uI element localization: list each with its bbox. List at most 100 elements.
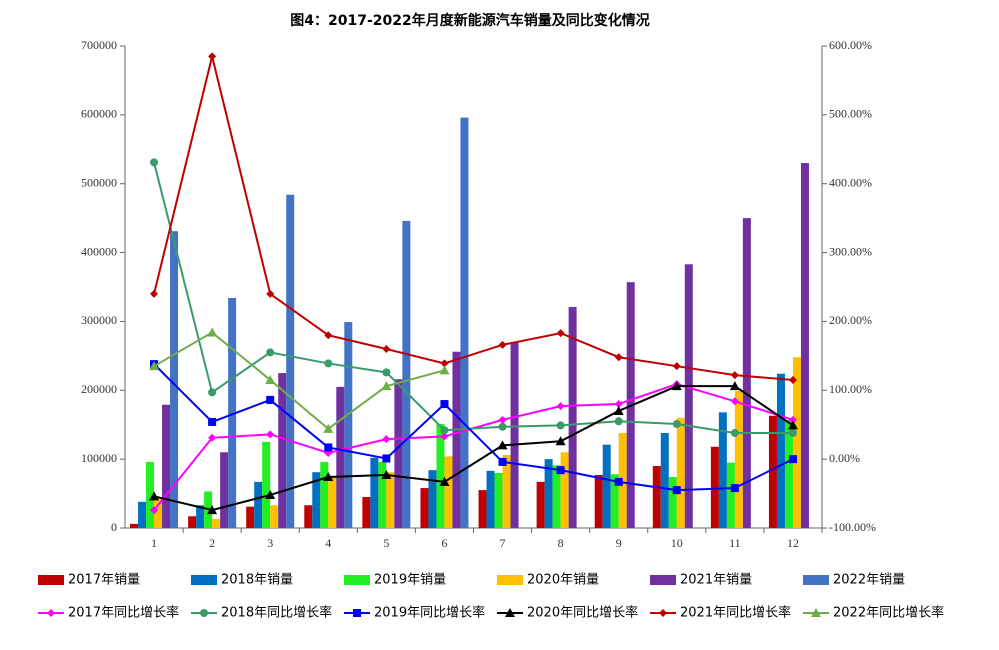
- y2-tick-label: 100.00%: [829, 382, 872, 396]
- line-marker: [730, 484, 739, 493]
- line-marker: [150, 289, 159, 298]
- y-tick-label: 500000: [81, 175, 117, 189]
- x-tick-label: 9: [616, 536, 622, 550]
- y2-tick-label: 300.00%: [829, 244, 872, 258]
- x-tick-label: 10: [671, 536, 683, 550]
- line-marker: [671, 381, 682, 391]
- bar: [386, 472, 395, 528]
- line-marker: [556, 466, 565, 475]
- bar: [478, 490, 487, 528]
- bar: [544, 459, 553, 528]
- line-marker: [266, 289, 275, 298]
- bar: [320, 461, 329, 528]
- bar: [460, 117, 469, 529]
- line-marker: [440, 359, 449, 368]
- bar: [328, 477, 337, 528]
- line-marker: [439, 365, 450, 375]
- line-marker: [381, 381, 392, 391]
- line-marker: [556, 421, 565, 430]
- bar: [602, 444, 611, 528]
- line-marker: [729, 381, 740, 391]
- line-marker: [788, 455, 797, 464]
- y-tick-label: 0: [111, 520, 117, 534]
- bar: [652, 466, 661, 528]
- legend-label: 2021年销量: [680, 573, 752, 588]
- line-marker: [150, 158, 159, 167]
- bar: [784, 419, 793, 528]
- line-marker: [440, 426, 449, 435]
- line-marker: [439, 476, 450, 486]
- y-tick-label: 400000: [81, 244, 117, 258]
- line-marker: [787, 420, 798, 430]
- line-marker: [613, 405, 624, 415]
- legend-marker: [47, 609, 55, 617]
- line-marker: [614, 417, 623, 426]
- line: [153, 162, 793, 434]
- bar: [776, 373, 785, 528]
- line-marker: [672, 362, 681, 371]
- bar: [336, 386, 345, 528]
- bar: [420, 488, 429, 528]
- bar: [212, 519, 221, 528]
- line-marker: [730, 428, 739, 437]
- bar: [286, 194, 295, 528]
- line-marker: [208, 52, 217, 61]
- bar: [494, 472, 503, 528]
- x-tick-label: 7: [500, 536, 506, 550]
- bar: [362, 497, 371, 528]
- line-marker: [324, 359, 333, 368]
- line-marker: [614, 477, 623, 486]
- legend-swatch: [803, 575, 829, 585]
- legend-label: 2018年同比增长率: [221, 605, 332, 621]
- y-tick-label: 300000: [81, 313, 117, 327]
- line-marker: [265, 489, 276, 499]
- line-marker: [382, 368, 391, 377]
- bar: [262, 441, 271, 528]
- bar: [196, 505, 205, 528]
- line-marker: [266, 395, 275, 404]
- line-marker: [440, 400, 449, 409]
- line-marker: [672, 486, 681, 495]
- line-marker: [381, 469, 392, 479]
- bar: [510, 342, 519, 528]
- x-tick-label: 5: [383, 536, 389, 550]
- legend-swatch: [191, 575, 217, 585]
- bar: [428, 470, 437, 528]
- line-marker: [266, 430, 275, 439]
- bar: [254, 481, 263, 528]
- legend-marker: [200, 609, 208, 617]
- line-marker: [149, 361, 160, 371]
- y2-tick-label: 0.00%: [829, 451, 860, 465]
- line: [153, 383, 794, 511]
- bar: [344, 322, 353, 528]
- x-tick-label: 11: [729, 536, 741, 550]
- line-marker: [788, 428, 797, 437]
- x-tick-label: 8: [558, 536, 564, 550]
- legend-label: 2021年同比增长率: [680, 605, 791, 621]
- y-tick-label: 700000: [81, 38, 117, 52]
- x-tick-label: 2: [209, 536, 215, 550]
- line-marker: [382, 454, 391, 463]
- chart-title: 图4：2017-2022年月度新能源汽车销量及同比变化情况: [290, 12, 649, 29]
- bar: [228, 298, 237, 528]
- bar: [684, 264, 693, 528]
- bar: [502, 455, 511, 528]
- x-tick-label: 12: [787, 536, 799, 550]
- bar: [742, 218, 751, 528]
- y2-tick-label: 500.00%: [829, 107, 872, 121]
- y2-tick-label: -100.00%: [829, 520, 876, 534]
- line-marker: [498, 415, 507, 424]
- line-marker: [556, 402, 565, 411]
- line-marker: [672, 420, 681, 429]
- line-marker: [207, 327, 218, 337]
- line-marker: [498, 340, 507, 349]
- bar: [568, 306, 577, 528]
- line-marker: [730, 371, 739, 380]
- bar: [668, 477, 677, 528]
- bar: [594, 474, 603, 528]
- bar: [792, 357, 801, 528]
- legend-marker: [505, 608, 515, 617]
- x-tick-label: 3: [267, 536, 273, 550]
- bar: [718, 412, 727, 528]
- bar: [452, 351, 461, 528]
